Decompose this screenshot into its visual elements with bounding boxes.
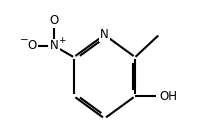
Text: −: −: [20, 35, 29, 45]
Text: +: +: [58, 36, 66, 45]
Text: O: O: [27, 39, 37, 52]
Text: N: N: [100, 28, 109, 41]
Text: N: N: [50, 39, 59, 52]
Text: O: O: [50, 14, 59, 27]
Text: OH: OH: [160, 90, 178, 103]
